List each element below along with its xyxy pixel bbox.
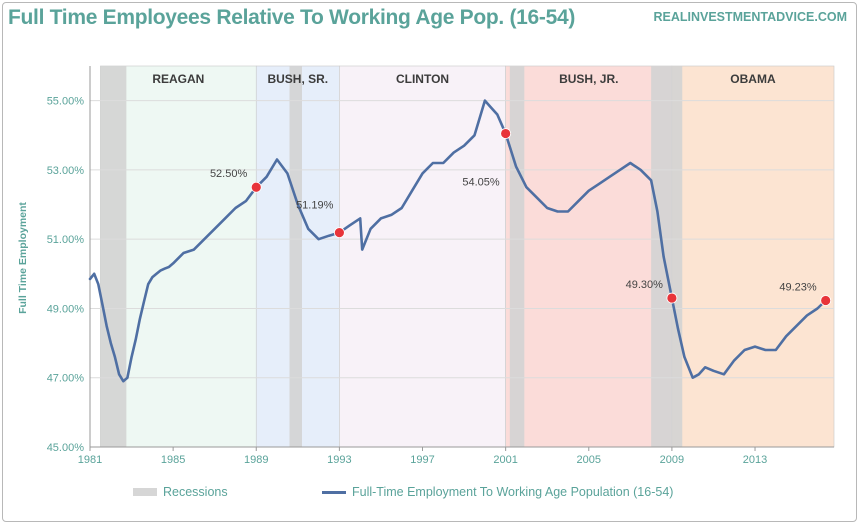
- annotation-marker: [250, 181, 262, 193]
- annotation-marker: [333, 227, 345, 239]
- x-tick-label: 2005: [577, 454, 601, 466]
- annotation-marker: [820, 295, 832, 306]
- presidency-label: REAGAN: [152, 72, 204, 86]
- x-tick-label: 2009: [660, 454, 684, 466]
- y-tick-label: 53.00%: [47, 165, 85, 177]
- presidency-band: [339, 65, 506, 448]
- presidency-label: OBAMA: [730, 72, 776, 86]
- y-axis-label: Full Time Employment: [17, 202, 29, 314]
- y-tick-label: 51.00%: [47, 234, 85, 246]
- presidency-band: [671, 65, 835, 448]
- annotation-marker: [666, 292, 678, 304]
- annotation-marker: [500, 128, 512, 139]
- recession-bar: [289, 66, 302, 447]
- y-tick-label: 55.00%: [47, 96, 85, 108]
- x-tick-label: 1997: [410, 454, 434, 466]
- annotation-label: 49.23%: [779, 281, 817, 293]
- legend-series: Full-Time Employment To Working Age Popu…: [322, 485, 673, 499]
- presidency-band: [505, 65, 673, 448]
- series-line: [88, 99, 828, 383]
- source-label: REALINVESTMENTADVICE.COM: [653, 10, 847, 24]
- recession-bar: [100, 66, 127, 447]
- recession-bar: [651, 66, 683, 447]
- x-tick-label: 1989: [244, 454, 268, 466]
- chart-title: Full Time Employees Relative To Working …: [8, 6, 576, 29]
- annotation-label: 51.19%: [296, 200, 334, 212]
- recession-bar: [509, 66, 525, 447]
- x-tick-label: 1985: [161, 454, 185, 466]
- x-tick-label: 2013: [743, 454, 767, 466]
- presidency-label: BUSH, JR.: [559, 72, 618, 86]
- x-tick-label: 2001: [493, 454, 517, 466]
- x-tick-label: 1981: [78, 454, 102, 466]
- legend-series-label: Full-Time Employment To Working Age Popu…: [352, 485, 674, 499]
- recession-swatch: [133, 488, 157, 496]
- presidency-label: CLINTON: [396, 72, 449, 86]
- annotation-label: 52.50%: [210, 168, 248, 180]
- annotation-label: 54.05%: [462, 177, 500, 189]
- annotation-label: 49.30%: [626, 279, 664, 291]
- legend-recessions-label: Recessions: [163, 485, 228, 499]
- presidency-label: BUSH, SR.: [267, 72, 328, 86]
- x-tick-label: 1993: [327, 454, 351, 466]
- series-swatch: [322, 490, 346, 494]
- y-tick-label: 47.00%: [47, 373, 85, 385]
- y-tick-label: 45.00%: [47, 442, 85, 454]
- y-tick-label: 49.00%: [47, 303, 85, 315]
- legend-recessions: Recessions: [133, 485, 228, 499]
